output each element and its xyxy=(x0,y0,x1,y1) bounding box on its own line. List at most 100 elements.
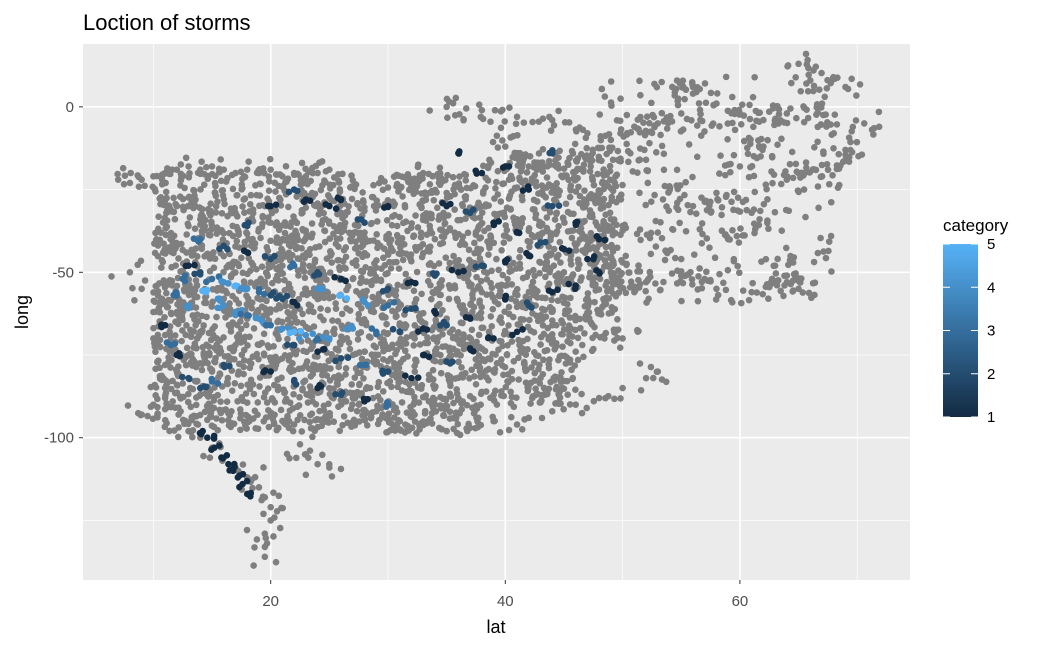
point-untyped xyxy=(229,292,236,300)
point-untyped xyxy=(256,383,263,390)
point-untyped xyxy=(383,217,391,224)
legend-tick-label: 2 xyxy=(987,366,995,383)
point-untyped xyxy=(603,278,611,286)
point-untyped xyxy=(281,229,289,237)
point-untyped xyxy=(398,399,406,406)
point-untyped xyxy=(860,120,868,127)
point-untyped xyxy=(225,357,233,365)
point-untyped xyxy=(750,152,758,160)
point-untyped xyxy=(505,303,513,311)
point-untyped xyxy=(245,158,252,165)
point-untyped xyxy=(564,391,571,398)
point-untyped xyxy=(394,383,401,391)
point-untyped xyxy=(759,290,767,298)
point-untyped xyxy=(379,388,387,395)
point-untyped xyxy=(369,302,377,309)
point-untyped xyxy=(251,473,259,481)
point-untyped xyxy=(537,341,544,348)
point-untyped xyxy=(277,406,285,414)
point-untyped xyxy=(824,166,832,174)
point-untyped xyxy=(504,275,511,283)
point-category xyxy=(431,307,438,315)
point-untyped xyxy=(777,287,784,295)
point-untyped xyxy=(250,390,258,398)
point-untyped xyxy=(356,381,363,389)
point-category xyxy=(320,333,327,341)
point-untyped xyxy=(770,171,778,178)
point-untyped xyxy=(335,256,343,264)
point-untyped xyxy=(716,170,723,177)
point-untyped xyxy=(762,181,770,188)
point-untyped xyxy=(428,229,436,237)
point-untyped xyxy=(293,219,301,227)
point-untyped xyxy=(309,398,316,405)
point-untyped xyxy=(499,180,506,188)
point-category xyxy=(519,326,526,333)
point-untyped xyxy=(586,168,594,175)
point-untyped xyxy=(335,177,342,185)
point-untyped xyxy=(332,240,340,248)
point-untyped xyxy=(424,339,432,347)
point-category xyxy=(208,375,216,383)
point-untyped xyxy=(232,258,239,266)
point-untyped xyxy=(596,252,604,259)
point-category xyxy=(528,304,535,311)
point-untyped xyxy=(359,412,366,419)
point-untyped xyxy=(636,360,644,367)
point-untyped xyxy=(379,186,387,194)
point-untyped xyxy=(515,156,523,164)
point-untyped xyxy=(690,251,698,258)
point-untyped xyxy=(617,130,624,137)
point-untyped xyxy=(467,335,475,343)
point-untyped xyxy=(281,352,289,359)
point-untyped xyxy=(809,279,817,287)
point-untyped xyxy=(605,201,612,209)
point-untyped xyxy=(217,177,225,185)
point-untyped xyxy=(518,426,526,433)
point-untyped xyxy=(263,399,271,406)
point-untyped xyxy=(438,226,446,234)
point-untyped xyxy=(577,224,585,232)
point-untyped xyxy=(771,121,778,129)
point-untyped xyxy=(238,394,246,401)
point-untyped xyxy=(320,402,328,410)
point-untyped xyxy=(642,287,649,295)
point-category xyxy=(478,169,486,177)
point-untyped xyxy=(756,215,763,223)
point-untyped xyxy=(358,389,366,397)
point-untyped xyxy=(802,213,809,221)
point-untyped xyxy=(275,492,283,500)
point-untyped xyxy=(875,123,883,131)
point-untyped xyxy=(213,415,220,422)
point-untyped xyxy=(678,297,685,305)
point-untyped xyxy=(285,253,293,261)
point-untyped xyxy=(695,100,703,107)
point-untyped xyxy=(202,390,210,397)
point-untyped xyxy=(306,289,313,297)
point-untyped xyxy=(328,473,336,480)
point-untyped xyxy=(185,194,192,201)
point-category xyxy=(470,206,477,213)
point-untyped xyxy=(770,262,778,270)
point-untyped xyxy=(167,364,174,371)
point-untyped xyxy=(513,303,521,311)
point-untyped xyxy=(637,91,644,99)
point-untyped xyxy=(428,326,436,334)
point-untyped xyxy=(830,145,837,152)
point-untyped xyxy=(170,232,178,240)
point-untyped xyxy=(368,193,376,201)
point-untyped xyxy=(616,117,624,125)
point-untyped xyxy=(406,381,413,388)
point-untyped xyxy=(311,190,319,198)
point-untyped xyxy=(597,133,604,140)
point-untyped xyxy=(486,244,493,252)
point-untyped xyxy=(235,300,243,307)
point-untyped xyxy=(594,144,602,152)
point-untyped xyxy=(478,324,486,332)
point-untyped xyxy=(811,144,818,151)
point-untyped xyxy=(202,294,209,301)
point-untyped xyxy=(529,118,536,126)
point-untyped xyxy=(361,417,369,424)
point-untyped xyxy=(336,186,344,193)
point-untyped xyxy=(458,364,465,371)
